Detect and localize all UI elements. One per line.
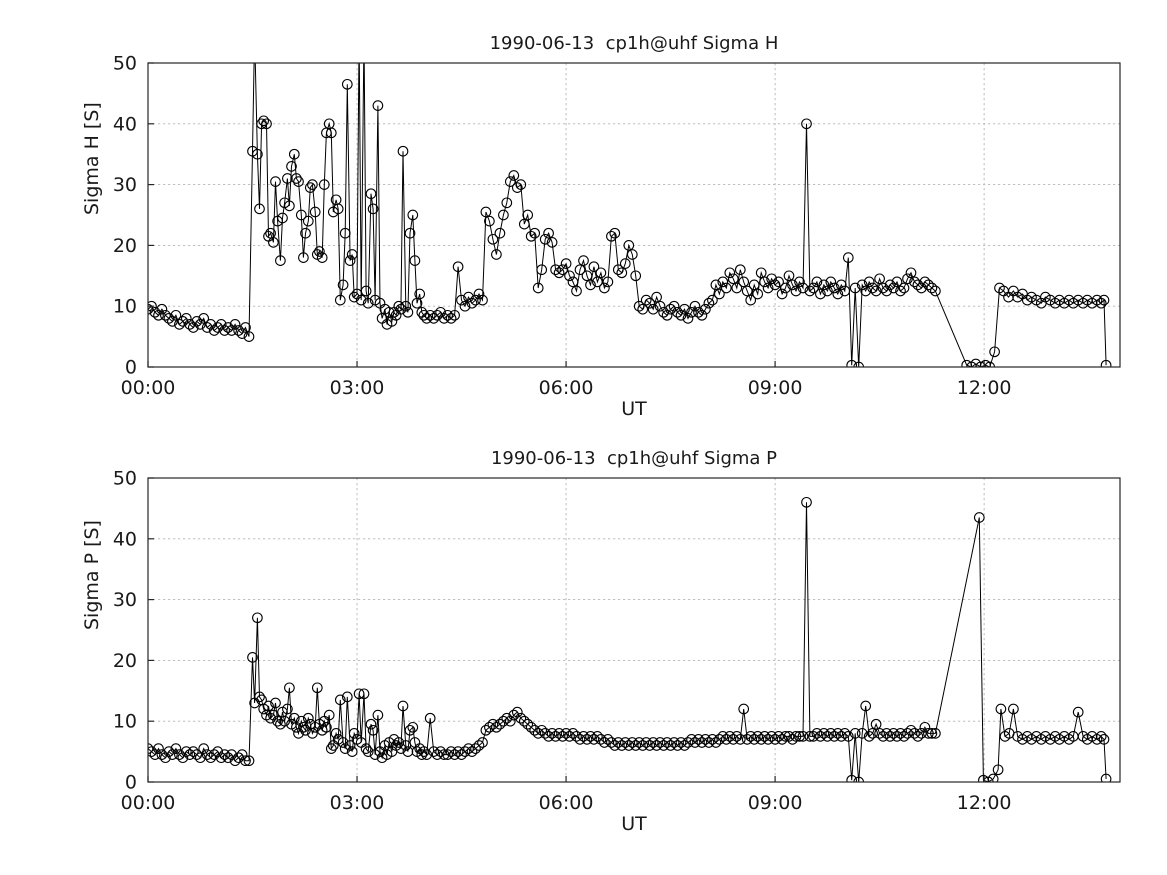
chart2-xlabel: UT xyxy=(621,813,647,835)
y-tick-label: 50 xyxy=(113,468,137,490)
grid-lines xyxy=(148,478,1120,782)
tick-marks xyxy=(147,62,985,368)
chart1-xlabel: UT xyxy=(621,398,647,420)
x-tick-label: 03:00 xyxy=(330,377,385,399)
x-tick-label: 06:00 xyxy=(539,792,594,814)
y-tick-label: 30 xyxy=(113,174,137,196)
y-tick-label: 20 xyxy=(113,650,137,672)
data-series xyxy=(148,496,1112,782)
x-tick-label: 12:00 xyxy=(957,792,1012,814)
y-tick-label: 30 xyxy=(113,589,137,611)
data-series xyxy=(148,63,1112,367)
x-tick-label: 03:00 xyxy=(330,792,385,814)
x-tick-label: 06:00 xyxy=(539,377,594,399)
y-tick-label: 50 xyxy=(113,53,137,75)
grid-lines xyxy=(148,63,1120,367)
tick-marks xyxy=(147,477,985,783)
y-tick-label: 0 xyxy=(125,772,137,794)
tick-labels: 00:00 03:00 06:00 09:00 12:00 0 10 20 30 40 50 xyxy=(113,53,1012,400)
panel-1: 00:00 03:00 06:00 09:00 12:00 0 10 20 30 40 50 xyxy=(113,53,1121,400)
panel-2: 00:00 03:00 06:00 09:00 12:00 0 10 20 30 40 50 xyxy=(113,468,1121,815)
x-tick-label: 09:00 xyxy=(748,377,803,399)
x-tick-label: 00:00 xyxy=(121,377,176,399)
chart2-title: 1990-06-13 cp1h@uhf Sigma P xyxy=(490,448,778,469)
y-tick-label: 40 xyxy=(113,113,137,135)
axes-box xyxy=(147,477,1121,783)
axes-box xyxy=(147,62,1121,368)
y-tick-label: 0 xyxy=(125,357,137,379)
y-tick-label: 40 xyxy=(113,528,137,550)
chart1-title: 1990-06-13 cp1h@uhf Sigma H xyxy=(489,33,779,54)
tick-labels: 00:00 03:00 06:00 09:00 12:00 0 10 20 30 40 50 xyxy=(113,468,1012,815)
x-tick-label: 09:00 xyxy=(748,792,803,814)
x-tick-label: 12:00 xyxy=(957,377,1012,399)
y-tick-label: 20 xyxy=(113,235,137,257)
x-tick-label: 00:00 xyxy=(121,792,176,814)
y-tick-label: 10 xyxy=(113,711,137,733)
y-tick-label: 10 xyxy=(113,296,137,318)
